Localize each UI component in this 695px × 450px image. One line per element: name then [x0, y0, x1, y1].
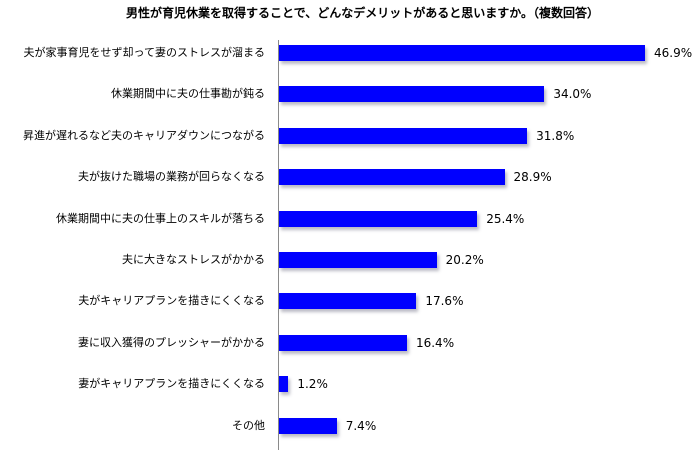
value-label: 31.8%	[536, 128, 575, 143]
category-label: 妻がキャリアプランを描きにくくなる	[78, 377, 265, 391]
bar	[279, 127, 528, 144]
category-label: 夫が抜けた職場の業務が回らなくなる	[78, 170, 265, 184]
bar-row: 妻に収入獲得のプレッシャーがかかる 16.4%	[0, 334, 695, 351]
category-label: その他	[232, 418, 265, 432]
bar	[279, 45, 645, 61]
bar-row: その他 7.4%	[0, 417, 695, 434]
value-label: 1.2%	[297, 377, 328, 392]
category-label: 夫が家事育児をせず却って妻のストレスが溜まる	[23, 46, 265, 59]
bar-row: 休業期間中に夫の仕事勘が鈍る 34.0%	[0, 86, 695, 103]
bar	[279, 376, 289, 393]
chart-title: 男性が育児休業を取得することで、どんなデメリットがあると思いますか。（複数回答）	[126, 6, 599, 20]
category-label: 昇進が遅れるなど夫のキャリアダウンにつながる	[23, 128, 265, 142]
bar-row: 夫がキャリアプランを描きにくくなる 17.6%	[0, 293, 695, 310]
bar	[279, 293, 417, 310]
bar-row: 夫に大きなストレスがかかる 20.2%	[0, 252, 695, 268]
value-label: 7.4%	[345, 418, 377, 433]
category-label: 妻に収入獲得のプレッシャーがかかる	[78, 335, 265, 349]
value-label: 28.9%	[513, 170, 552, 185]
value-label: 20.2%	[445, 253, 484, 267]
bar	[279, 417, 337, 434]
category-label: 休業期間中に夫の仕事上のスキルが落ちる	[56, 211, 265, 225]
value-label: 16.4%	[415, 335, 455, 350]
category-label: 夫がキャリアプランを描きにくくなる	[78, 294, 265, 308]
value-label: 25.4%	[486, 211, 525, 226]
category-label: 夫に大きなストレスがかかる	[122, 253, 265, 266]
bar	[279, 86, 545, 103]
bar-row: 夫が家事育児をせず却って妻のストレスが溜まる 46.9%	[0, 45, 695, 61]
category-axis-line	[278, 40, 279, 450]
bar-row: 休業期間中に夫の仕事上のスキルが落ちる 25.4%	[0, 210, 695, 227]
value-label: 17.6%	[425, 294, 464, 309]
bar-row: 昇進が遅れるなど夫のキャリアダウンにつながる 31.8%	[0, 127, 695, 144]
bar-row: 夫が抜けた職場の業務が回らなくなる 28.9%	[0, 169, 695, 186]
bar	[279, 252, 437, 268]
value-label: 46.9%	[654, 46, 693, 60]
bar	[279, 334, 407, 351]
bar	[279, 210, 478, 227]
bar	[279, 169, 505, 186]
value-label: 34.0%	[553, 87, 592, 102]
bar-row: 妻がキャリアプランを描きにくくなる 1.2%	[0, 376, 695, 393]
category-label: 休業期間中に夫の仕事勘が鈍る	[111, 87, 265, 101]
